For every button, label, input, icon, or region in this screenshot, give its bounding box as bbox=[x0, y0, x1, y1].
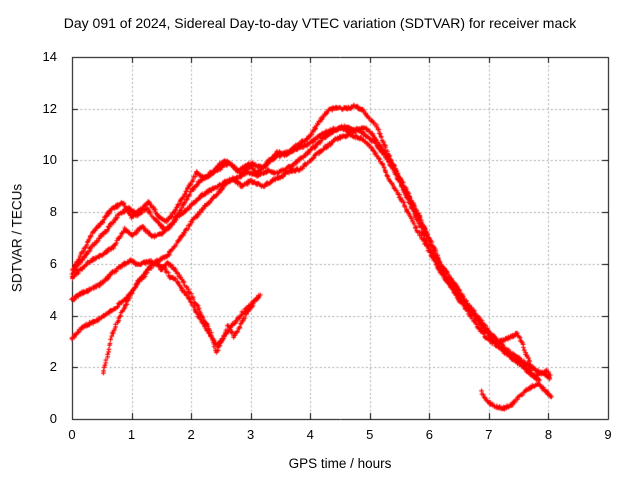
x-tick-label: 5 bbox=[366, 427, 374, 442]
y-tick-label: 2 bbox=[49, 359, 57, 375]
x-tick-label: 6 bbox=[425, 427, 433, 442]
x-tick-label: 2 bbox=[187, 427, 195, 442]
y-tick-label: 8 bbox=[49, 204, 57, 220]
x-tick-label: 0 bbox=[68, 427, 76, 442]
chart-title: Day 091 of 2024, Sidereal Day-to-day VTE… bbox=[63, 15, 577, 31]
x-tick-label: 3 bbox=[247, 427, 255, 442]
x-tick-label: 7 bbox=[485, 427, 493, 442]
y-tick-label: 4 bbox=[49, 307, 57, 323]
x-axis-label: GPS time / hours bbox=[288, 456, 392, 471]
y-axis-label: SDTVAR / TECUs bbox=[9, 183, 25, 293]
x-tick-label: 1 bbox=[127, 427, 136, 442]
y-tick-label: 6 bbox=[49, 255, 57, 271]
y-tick-label: 12 bbox=[42, 100, 57, 116]
y-tick-label: 14 bbox=[42, 49, 57, 64]
y-tick-label: 10 bbox=[42, 152, 57, 168]
x-tick-label: 9 bbox=[604, 427, 612, 442]
y-tick-label: 0 bbox=[49, 411, 57, 426]
x-tick-label: 8 bbox=[544, 427, 553, 442]
x-tick-label: 4 bbox=[306, 427, 314, 442]
